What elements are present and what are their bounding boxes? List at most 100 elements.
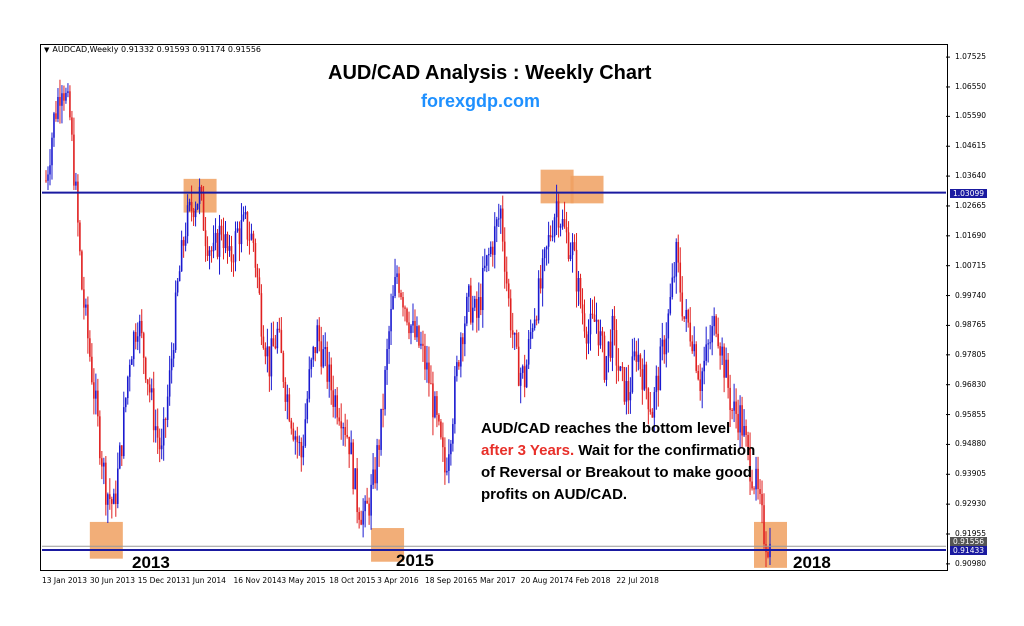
candle-body xyxy=(757,468,759,490)
candle-body xyxy=(711,326,713,343)
y-tick-label: 0.91955 xyxy=(955,529,987,538)
candle-body xyxy=(629,392,632,401)
candle-body xyxy=(639,354,642,370)
candle-body xyxy=(495,219,498,227)
candle-body xyxy=(208,250,211,256)
candle-body xyxy=(456,362,458,377)
candle-body xyxy=(669,296,672,314)
candle-body xyxy=(182,240,185,246)
candle-body xyxy=(479,297,482,311)
candle-body xyxy=(697,370,699,380)
candle-body xyxy=(224,234,227,249)
candle-body xyxy=(107,494,109,505)
candle-body xyxy=(126,376,129,399)
candle-body xyxy=(649,409,652,412)
candle-body xyxy=(539,278,542,289)
candle-body xyxy=(73,134,75,186)
candle-body xyxy=(274,346,277,349)
candle-body xyxy=(559,226,562,228)
candle-body xyxy=(95,390,97,399)
candle-body xyxy=(326,347,329,382)
candle-body xyxy=(402,297,404,308)
candle-body xyxy=(535,319,538,321)
candle-body xyxy=(577,277,580,292)
candle-body xyxy=(683,316,686,319)
candle-body xyxy=(537,278,540,321)
candle-body xyxy=(362,511,364,525)
candle-body xyxy=(210,250,213,252)
candle-body xyxy=(753,488,755,490)
candle-body xyxy=(372,469,374,485)
x-tick-label: 3 Apr 2016 xyxy=(377,576,419,585)
candle-body xyxy=(164,418,167,420)
symbol-ohlc-text: AUDCAD,Weekly 0.91332 0.91593 0.91174 0.… xyxy=(52,45,262,54)
candle-body xyxy=(186,205,189,237)
candle-body xyxy=(483,265,486,268)
candle-body xyxy=(653,392,656,418)
candle-body xyxy=(466,296,468,324)
candle-body xyxy=(499,208,502,219)
candle-body xyxy=(751,481,753,489)
candle-body xyxy=(761,494,763,506)
highlight-box xyxy=(89,521,123,559)
candle-body xyxy=(230,246,233,262)
candle-body xyxy=(723,346,725,378)
candle-body xyxy=(346,434,348,437)
x-tick-label: 3 May 2015 xyxy=(281,576,326,585)
candle-body xyxy=(51,137,53,166)
candle-body xyxy=(266,346,269,357)
candle-body xyxy=(414,321,416,338)
candle-body xyxy=(637,354,640,362)
candle-body xyxy=(719,346,721,356)
candle-body xyxy=(448,454,450,471)
candle-body xyxy=(148,384,151,393)
candle-body xyxy=(665,338,668,355)
candle-body xyxy=(302,445,305,458)
candle-body xyxy=(284,381,287,402)
candle-body xyxy=(45,180,47,182)
candle-body xyxy=(424,345,426,370)
candle-body xyxy=(521,366,524,373)
candle-body xyxy=(422,343,424,346)
candle-body xyxy=(581,304,584,314)
candle-body xyxy=(454,376,456,425)
candle-body xyxy=(551,236,554,238)
candle-body xyxy=(733,401,735,411)
candle-body xyxy=(342,427,344,429)
candle-body xyxy=(368,503,370,516)
candle-body xyxy=(418,326,420,346)
candle-body xyxy=(450,443,452,455)
candle-body xyxy=(767,552,769,558)
candle-body xyxy=(59,96,61,106)
candle-body xyxy=(170,358,173,371)
candle-body xyxy=(703,360,705,372)
candle-body xyxy=(75,181,77,186)
candle-body xyxy=(184,236,187,246)
candle-body xyxy=(476,298,478,318)
candle-body xyxy=(707,343,709,345)
candle-body xyxy=(729,387,731,410)
candle-body xyxy=(236,228,239,232)
candle-body xyxy=(111,499,113,504)
x-tick-label: 22 Jul 2018 xyxy=(616,576,659,585)
candle-body xyxy=(200,186,203,194)
candle-body xyxy=(497,218,500,220)
candle-body xyxy=(298,442,301,444)
candle-body xyxy=(154,426,157,431)
candle-body xyxy=(643,364,646,390)
candle-body xyxy=(300,442,303,458)
candle-body xyxy=(310,359,313,370)
candle-body xyxy=(196,203,199,209)
candle-body xyxy=(693,344,696,352)
candle-body xyxy=(292,428,295,440)
candle-body xyxy=(597,319,600,346)
current-level-label: 0.91556 xyxy=(950,537,988,547)
candle-body xyxy=(65,92,67,101)
candle-body xyxy=(206,246,209,256)
candle-body xyxy=(384,369,386,410)
candle-body xyxy=(350,442,352,455)
candle-body xyxy=(308,369,311,399)
candle-body xyxy=(509,298,512,331)
note-highlight: after 3 Years. xyxy=(481,442,575,459)
dropdown-triangle-icon[interactable]: ▼ xyxy=(44,46,50,54)
